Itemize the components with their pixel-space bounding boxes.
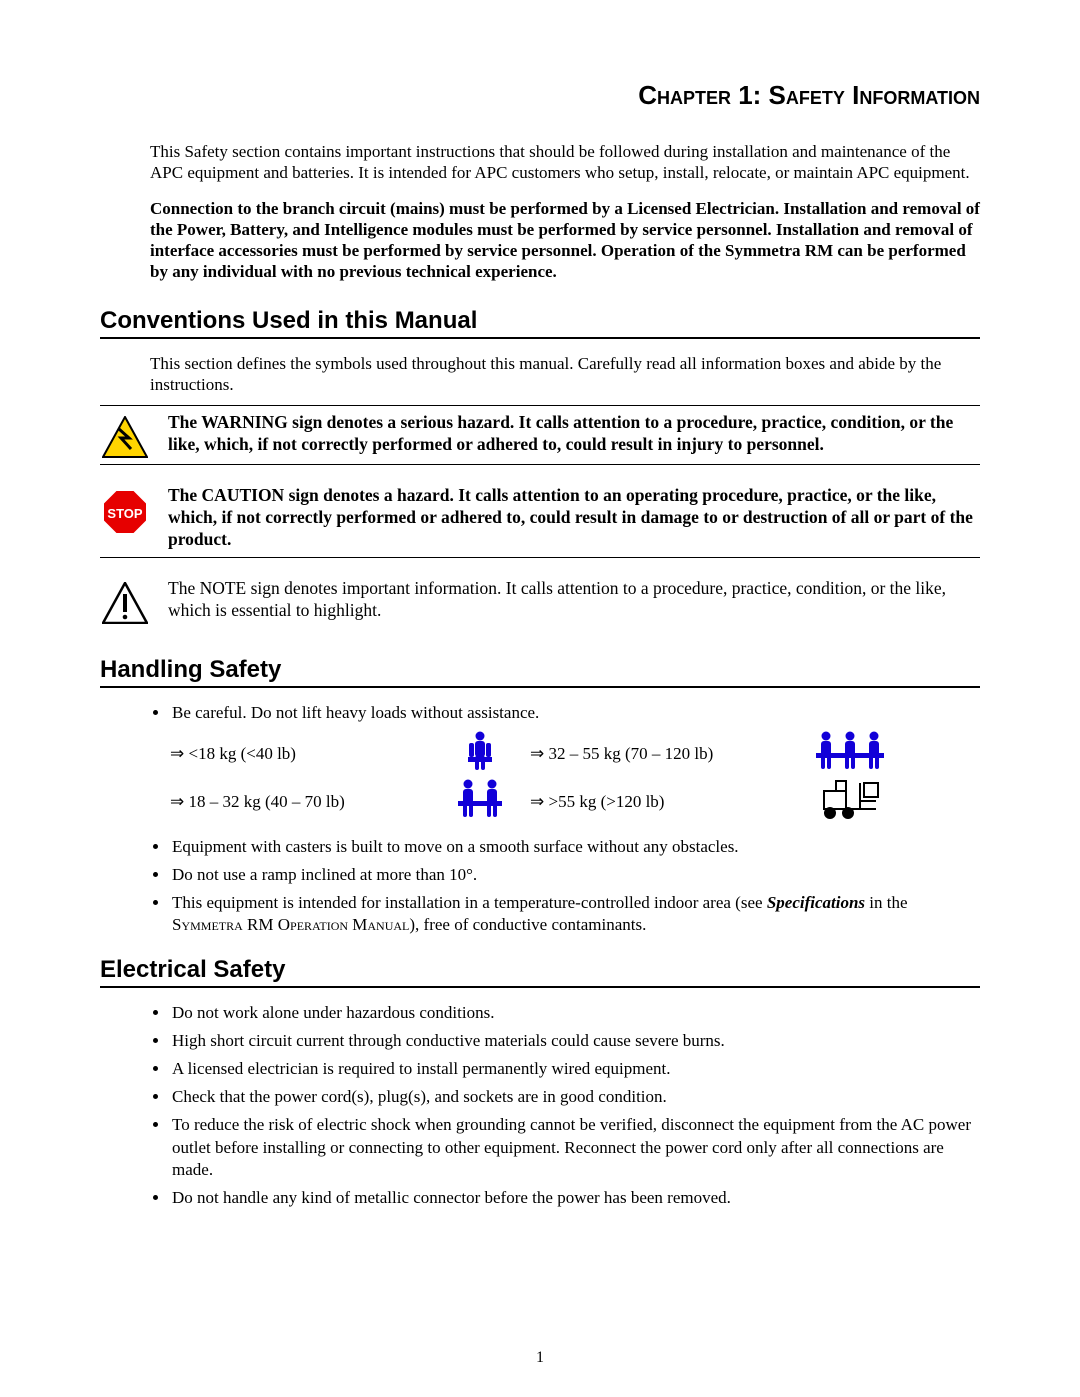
intro-paragraph: This Safety section contains important i… <box>150 141 980 184</box>
electrical-bullet-5: To reduce the risk of electric shock whe… <box>170 1114 980 1180</box>
electrical-bullet-3: A licensed electrician is required to in… <box>170 1058 980 1080</box>
weight-label-3: ⇒ 32 – 55 kg (70 – 120 lb) <box>530 744 790 764</box>
section-conventions-heading: Conventions Used in this Manual <box>100 307 980 339</box>
hb3e: ), free of conductive contaminants. <box>409 915 646 934</box>
electrical-bullet-1: Do not work alone under hazardous condit… <box>170 1002 980 1024</box>
conventions-intro: This section defines the symbols used th… <box>150 353 980 396</box>
hb3d: Symmetra RM Operation Manual <box>172 915 409 934</box>
forklift-icon <box>790 777 910 826</box>
hb3b: Specifications <box>767 893 865 912</box>
section-electrical-heading: Electrical Safety <box>100 956 980 988</box>
svg-text:STOP: STOP <box>107 506 142 521</box>
weight-row-1: ⇒ <18 kg (<40 lb) ⇒ 32 – 55 kg (70 – 120… <box>170 730 980 778</box>
electrical-bullets: Do not work alone under hazardous condit… <box>170 1002 980 1209</box>
handling-bullet-2: Do not use a ramp inclined at more than … <box>170 864 980 886</box>
warning-icon <box>100 412 150 458</box>
note-text: The NOTE sign denotes important informat… <box>168 578 980 622</box>
warning-box: The WARNING sign denotes a serious hazar… <box>100 405 980 465</box>
section-handling-heading: Handling Safety <box>100 656 980 688</box>
one-person-icon <box>430 731 530 776</box>
weight-label-1: ⇒ <18 kg (<40 lb) <box>170 744 430 764</box>
caution-box: STOP The CAUTION sign denotes a hazard. … <box>100 479 980 558</box>
stop-icon: STOP <box>100 485 150 535</box>
handling-bullets-top: Be careful. Do not lift heavy loads with… <box>170 702 980 724</box>
handling-bullet-3: This equipment is intended for installat… <box>170 892 980 936</box>
handling-bullet-1: Equipment with casters is built to move … <box>170 836 980 858</box>
note-icon <box>100 578 150 624</box>
intro-block: This Safety section contains important i… <box>150 141 980 283</box>
warning-text: The WARNING sign denotes a serious hazar… <box>168 412 980 456</box>
hb3a: This equipment is intended for installat… <box>172 893 767 912</box>
weight-table: ⇒ <18 kg (<40 lb) ⇒ 32 – 55 kg (70 – 120… <box>170 730 980 826</box>
three-person-icon <box>790 731 910 776</box>
electrical-bullet-4: Check that the power cord(s), plug(s), a… <box>170 1086 980 1108</box>
handling-bullets-bottom: Equipment with casters is built to move … <box>170 836 980 936</box>
hb3c: in the <box>865 893 908 912</box>
weight-label-2: ⇒ 18 – 32 kg (40 – 70 lb) <box>170 792 430 812</box>
weight-label-4: ⇒ >55 kg (>120 lb) <box>530 792 790 812</box>
intro-bold-paragraph: Connection to the branch circuit (mains)… <box>150 198 980 283</box>
two-person-icon <box>430 779 530 824</box>
chapter-title: Chapter 1: Safety Information <box>100 80 980 111</box>
note-box: The NOTE sign denotes important informat… <box>100 572 980 630</box>
caution-text: The CAUTION sign denotes a hazard. It ca… <box>168 485 980 551</box>
electrical-bullet-2: High short circuit current through condu… <box>170 1030 980 1052</box>
weight-row-2: ⇒ 18 – 32 kg (40 – 70 lb) ⇒ >55 kg (>120… <box>170 778 980 826</box>
page-number: 1 <box>0 1349 1080 1367</box>
handling-bullet-0: Be careful. Do not lift heavy loads with… <box>170 702 980 724</box>
electrical-bullet-6: Do not handle any kind of metallic conne… <box>170 1187 980 1209</box>
